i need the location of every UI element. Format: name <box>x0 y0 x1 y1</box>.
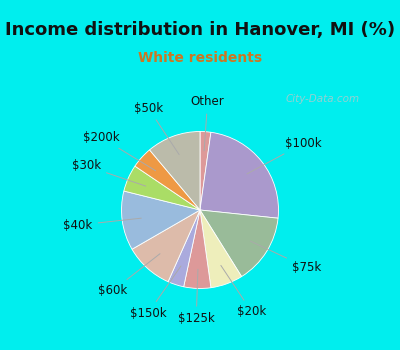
Text: Other: Other <box>191 96 224 151</box>
Wedge shape <box>132 210 200 282</box>
Wedge shape <box>184 210 211 288</box>
Text: $30k: $30k <box>72 160 146 186</box>
Text: $75k: $75k <box>250 241 321 274</box>
Text: $20k: $20k <box>221 265 266 318</box>
Wedge shape <box>150 132 200 210</box>
Wedge shape <box>135 150 200 210</box>
Wedge shape <box>200 132 278 218</box>
Text: $100k: $100k <box>247 137 322 174</box>
Text: City-Data.com: City-Data.com <box>286 94 360 104</box>
Wedge shape <box>122 191 200 249</box>
Text: White residents: White residents <box>138 51 262 65</box>
Wedge shape <box>200 210 242 288</box>
Wedge shape <box>200 132 211 210</box>
Wedge shape <box>124 166 200 210</box>
Text: $50k: $50k <box>134 102 179 155</box>
Wedge shape <box>168 210 200 287</box>
Text: $40k: $40k <box>64 218 141 232</box>
Wedge shape <box>200 210 278 276</box>
Text: $125k: $125k <box>178 269 214 325</box>
Text: $150k: $150k <box>130 266 181 320</box>
Text: Income distribution in Hanover, MI (%): Income distribution in Hanover, MI (%) <box>5 21 395 39</box>
Text: $200k: $200k <box>83 131 156 171</box>
Text: $60k: $60k <box>98 254 160 297</box>
